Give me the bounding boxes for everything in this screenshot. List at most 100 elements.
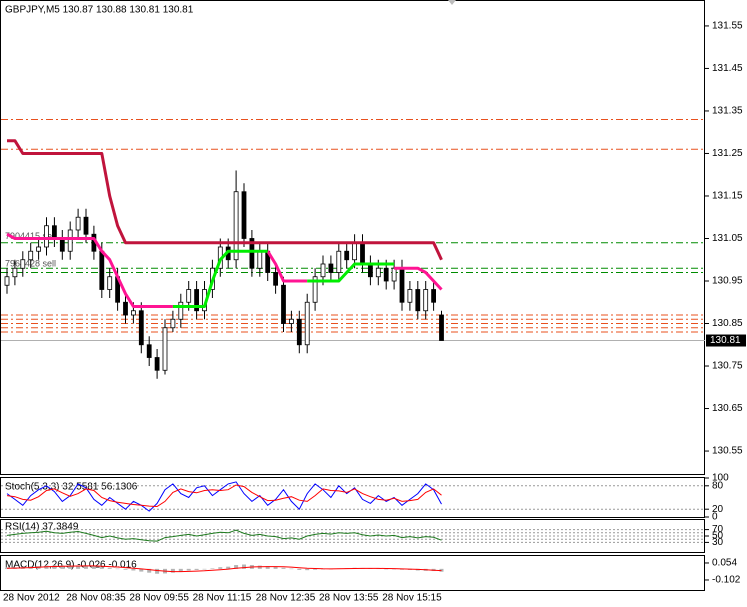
macd-bar [210, 568, 215, 569]
candle-body [241, 191, 247, 239]
candle-body [107, 276, 113, 290]
candle-body [194, 289, 200, 312]
x-tick-label: 28 Nov 09:55 [129, 593, 189, 604]
candle-body [4, 276, 10, 286]
macd-bar [313, 568, 318, 570]
candle-body [83, 216, 89, 235]
candle-body [352, 242, 358, 261]
macd-bar [139, 568, 144, 572]
macd-bar [242, 564, 246, 569]
macd-bar [60, 565, 65, 569]
candle-body [360, 242, 365, 265]
macd-bar [52, 565, 57, 569]
candle-body [154, 357, 160, 371]
y-tick-label: 100 [712, 473, 729, 484]
candle-body [162, 327, 168, 371]
indicator-line [6, 481, 442, 512]
candle-body [67, 229, 73, 252]
macd-frame [0, 555, 705, 591]
y-tick-label: 80 [712, 480, 724, 491]
y-tick-label: 131.15 [712, 191, 743, 202]
main-frame [0, 0, 705, 475]
candle-body [52, 225, 57, 239]
candle-body [281, 284, 286, 324]
candle-body [138, 310, 144, 346]
y-tick-label: 131.35 [712, 106, 743, 117]
macd-bar [218, 567, 223, 569]
macd-bar [392, 568, 397, 570]
candle-body [123, 301, 128, 316]
y-tick-label: 130.55 [712, 446, 743, 457]
y-tick-label: 50 [712, 531, 724, 542]
y-tick-label: 20 [712, 504, 724, 515]
macd-bar [273, 566, 278, 569]
y-tick-label: 131.45 [712, 63, 743, 74]
y-tick-label: 0.054 [712, 558, 737, 569]
macd-bar [234, 565, 239, 569]
candle-body [12, 267, 18, 278]
y-tick-label: 131.05 [712, 233, 743, 244]
macd-bar [155, 568, 160, 574]
macd-bar [91, 566, 96, 569]
candle-body [399, 267, 405, 303]
macd-bar [84, 565, 88, 569]
macd-bar [115, 568, 120, 570]
stoch-label: Stoch(5,3,3) 32.5581 56.1306 [5, 482, 138, 493]
macd-bar [305, 568, 310, 571]
candle-body [296, 318, 302, 346]
candle-body [130, 310, 136, 316]
macd-bar [131, 568, 136, 571]
indicator-line [7, 139, 443, 261]
candle-body [257, 250, 263, 269]
x-tick-label: 28 Nov 15:15 [382, 593, 442, 604]
candle-body [304, 301, 310, 346]
x-tick-label: 28 Nov 12:35 [256, 593, 316, 604]
macd-bar [194, 568, 199, 570]
macd-bar [384, 568, 389, 570]
candle-body [431, 289, 437, 303]
x-tick-label: 28 Nov 13:55 [319, 593, 379, 604]
macd-bar [265, 566, 270, 569]
candle-body [415, 289, 421, 312]
candle-body [383, 267, 389, 282]
candle-body [28, 250, 34, 261]
macd-bar [202, 568, 207, 570]
rsi-label: RSI(14) 37.3849 [5, 522, 79, 533]
candle-body [170, 318, 176, 329]
order-label: 7904415 sell [5, 231, 56, 241]
y-tick-label: 130.65 [712, 403, 743, 414]
y-tick-label: 130.95 [712, 276, 743, 287]
candle-body [288, 318, 294, 324]
macd-bar [107, 567, 112, 569]
signal-line [6, 565, 442, 573]
indicator-line [6, 484, 442, 508]
last-price-label: 130.81 [710, 335, 741, 346]
y-tick-label: 131.55 [712, 21, 743, 32]
macd-bar [297, 568, 302, 570]
candle-body [312, 276, 318, 303]
candle-body [320, 263, 326, 278]
candle-body [273, 272, 279, 286]
candle-body [336, 250, 342, 273]
y-tick-label: 131.25 [712, 148, 743, 159]
candle-body [233, 191, 239, 261]
candle-body [439, 314, 444, 341]
x-tick-label: 28 Nov 2012 [3, 593, 60, 604]
candle-body [423, 289, 429, 312]
macd-bar [186, 568, 191, 571]
candle-body [186, 289, 192, 303]
last-price-box [706, 334, 746, 347]
candle-body [178, 301, 184, 320]
macd-bar [170, 568, 175, 573]
candle-body [59, 238, 65, 252]
candle-body [249, 238, 255, 269]
y-tick-label: 130.75 [712, 361, 743, 372]
macd-bar [289, 568, 294, 570]
candle-body [344, 250, 350, 261]
candle-body [44, 225, 49, 248]
candle-body [375, 267, 381, 278]
y-tick-label: -0.102 [712, 575, 741, 586]
macd-bar [147, 568, 152, 573]
